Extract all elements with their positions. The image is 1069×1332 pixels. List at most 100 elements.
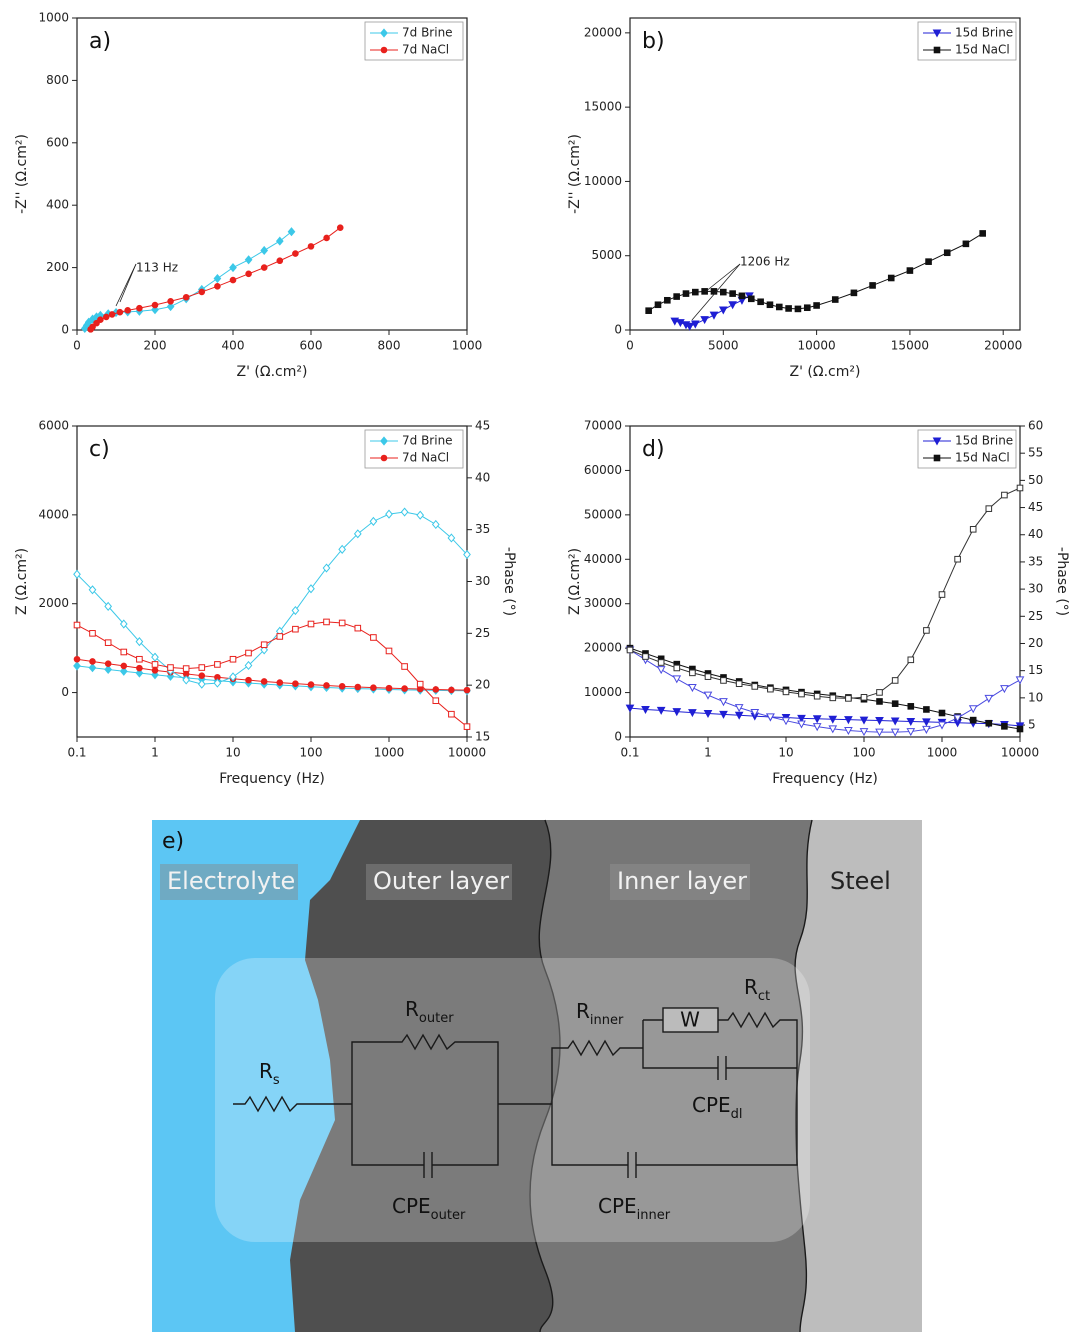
data-point bbox=[794, 305, 802, 313]
x-axis-label: Z' (Ω.cm²) bbox=[790, 364, 861, 380]
data-point bbox=[692, 288, 699, 296]
data-point bbox=[463, 723, 471, 730]
data-point bbox=[292, 625, 299, 633]
data-point bbox=[116, 308, 124, 316]
data-point bbox=[292, 680, 299, 687]
label-main: R bbox=[405, 997, 419, 1021]
data-point bbox=[88, 663, 97, 673]
data-point bbox=[887, 274, 895, 282]
data-point bbox=[307, 584, 315, 594]
data-point bbox=[672, 675, 682, 684]
data-point bbox=[673, 293, 680, 300]
circuit-label: CPEdl bbox=[692, 1093, 743, 1122]
label-bg bbox=[610, 864, 750, 900]
legend-marker bbox=[932, 437, 942, 446]
data-point bbox=[859, 728, 869, 737]
y2-tick-label: 55 bbox=[1028, 446, 1043, 460]
x-tick-label: 1 bbox=[704, 746, 712, 760]
panel-label: e) bbox=[162, 829, 184, 854]
data-point bbox=[182, 675, 191, 685]
data-point bbox=[891, 700, 899, 707]
data-point bbox=[875, 717, 884, 726]
data-point bbox=[984, 694, 994, 703]
label-sub: outer bbox=[419, 1011, 454, 1026]
y-tick-label: 4000 bbox=[38, 507, 69, 521]
data-point bbox=[260, 678, 268, 685]
legend-marker bbox=[380, 28, 388, 38]
data-point bbox=[720, 288, 727, 296]
data-point bbox=[370, 684, 377, 691]
circuit-label: Router bbox=[405, 997, 454, 1026]
electrolyte-bg bbox=[152, 820, 360, 1332]
y-tick-label: 1000 bbox=[38, 11, 69, 25]
data-point bbox=[448, 686, 455, 694]
y-tick-label: 30000 bbox=[584, 596, 622, 610]
data-point bbox=[416, 510, 425, 520]
data-point bbox=[151, 667, 159, 674]
data-point bbox=[751, 683, 759, 690]
y-tick-label: 60000 bbox=[584, 463, 622, 477]
legend-box bbox=[364, 21, 464, 61]
data-point bbox=[229, 655, 237, 663]
data-point bbox=[923, 706, 930, 713]
data-point bbox=[182, 665, 190, 672]
y2-tick-label: 10 bbox=[1028, 690, 1043, 704]
data-point bbox=[645, 307, 652, 314]
legend-box bbox=[364, 429, 464, 469]
data-point bbox=[962, 240, 970, 248]
data-point bbox=[73, 655, 81, 663]
data-point bbox=[245, 270, 252, 278]
y-tick-label: 10000 bbox=[584, 174, 622, 188]
interface-line bbox=[794, 819, 813, 1332]
y-tick-label: 20000 bbox=[584, 641, 622, 655]
data-point bbox=[89, 323, 96, 331]
data-point bbox=[672, 708, 682, 717]
plot-frame bbox=[629, 17, 1021, 331]
data-point bbox=[689, 669, 696, 677]
data-point bbox=[1001, 491, 1008, 499]
legend-marker bbox=[933, 454, 941, 462]
x-tick-label: 800 bbox=[378, 339, 401, 353]
data-point bbox=[766, 713, 775, 722]
annotation-arrow bbox=[691, 263, 741, 321]
data-point bbox=[214, 283, 221, 290]
data-point bbox=[781, 717, 791, 726]
data-point bbox=[829, 694, 837, 702]
data-point bbox=[828, 725, 838, 734]
panel-label: d) bbox=[642, 437, 665, 462]
data-point bbox=[890, 728, 900, 737]
steel-bg bbox=[795, 820, 922, 1332]
y-tick-label: 0 bbox=[614, 730, 622, 744]
data-point bbox=[1001, 723, 1008, 730]
data-point bbox=[757, 298, 764, 306]
x-tick-label: 0 bbox=[73, 339, 81, 353]
diagram: e) Electrolyte Outer layer Inner layer S… bbox=[152, 819, 922, 1332]
data-point bbox=[925, 258, 932, 265]
x-tick-label: 1000 bbox=[927, 746, 958, 760]
data-point bbox=[1016, 725, 1024, 733]
y-tick-label: 10000 bbox=[584, 685, 622, 699]
data-point bbox=[213, 678, 222, 688]
legend-marker bbox=[380, 454, 388, 462]
data-point bbox=[625, 704, 635, 713]
data-point bbox=[120, 662, 128, 670]
data-point bbox=[135, 668, 144, 678]
data-point bbox=[750, 709, 760, 718]
region-label: Inner layer bbox=[617, 867, 747, 895]
data-point bbox=[656, 666, 666, 675]
data-point bbox=[845, 695, 852, 702]
data-point bbox=[876, 698, 883, 705]
label-main: CPE bbox=[598, 1194, 637, 1218]
data-point bbox=[813, 692, 821, 700]
data-point bbox=[385, 684, 393, 692]
data-point bbox=[276, 257, 284, 265]
legend-label: 15d NaCl bbox=[955, 451, 1010, 465]
data-point bbox=[214, 661, 221, 668]
data-point bbox=[244, 255, 253, 265]
data-point bbox=[782, 688, 790, 696]
data-point bbox=[166, 302, 175, 312]
data-point bbox=[906, 717, 916, 727]
data-point bbox=[906, 267, 914, 274]
data-point bbox=[245, 649, 252, 657]
y-tick-label: 50000 bbox=[584, 507, 622, 521]
